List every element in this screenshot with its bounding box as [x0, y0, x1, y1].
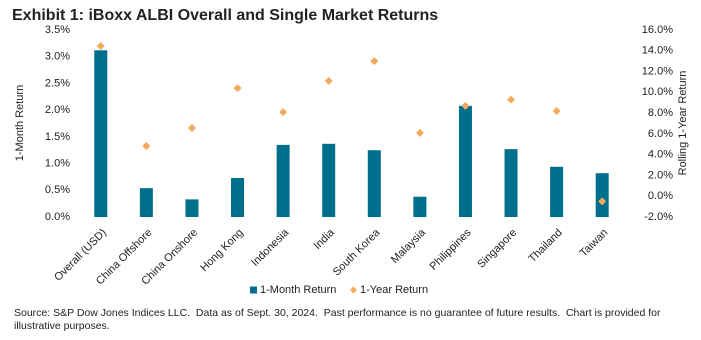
y-tick-label: 1.5%: [45, 131, 70, 143]
marker: [507, 95, 516, 104]
chart: Exhibit 1: iBoxx ALBI Overall and Single…: [12, 7, 689, 296]
x-tick-label: Indonesia: [249, 226, 292, 269]
legend-swatch: [350, 286, 357, 294]
marker: [233, 84, 242, 93]
x-tick-label: Hong Kong: [198, 227, 245, 274]
y2-tick-label: 8.0%: [648, 107, 673, 119]
x-tick-label: Malaysia: [389, 226, 429, 266]
y2-tick-label: 4.0%: [648, 149, 673, 161]
marker: [324, 76, 333, 85]
y2-tick-label: 14.0%: [642, 45, 673, 57]
x-tick-label: Thailand: [526, 227, 564, 265]
x-tick-label: Philippines: [428, 226, 474, 272]
y2-tick-label: 6.0%: [648, 128, 673, 140]
y-tick-label: 3.5%: [45, 24, 70, 36]
y2-axis-title: Rolling 1-Year Return: [677, 71, 689, 176]
y-tick-label: 3.0%: [45, 51, 70, 63]
x-tick-label: South Korea: [331, 226, 383, 278]
marker: [415, 128, 424, 137]
bar: [322, 143, 336, 217]
y2-tick-label: 12.0%: [642, 65, 673, 77]
x-tick-label: India: [312, 226, 338, 252]
marker: [370, 57, 379, 66]
bar: [595, 173, 609, 217]
y-tick-label: 1.0%: [45, 157, 70, 169]
bar: [139, 188, 153, 217]
marker: [96, 41, 105, 50]
legend-swatch: [250, 286, 257, 294]
marker: [142, 142, 151, 151]
marker: [552, 107, 561, 116]
marker: [598, 197, 607, 206]
marker: [279, 108, 288, 117]
bar: [458, 105, 472, 217]
bar: [367, 150, 381, 217]
legend-label: 1-Year Return: [360, 284, 428, 296]
y-tick-label: 0.0%: [45, 211, 70, 223]
y-axis-title: 1-Month Return: [14, 85, 26, 161]
y2-tick-label: 16.0%: [642, 24, 673, 36]
bar: [94, 50, 108, 217]
bar: [276, 144, 290, 217]
y-tick-label: 2.5%: [45, 77, 70, 89]
y-tick-label: 2.0%: [45, 104, 70, 116]
y-tick-label: 0.5%: [45, 184, 70, 196]
y2-tick-label: 2.0%: [648, 169, 673, 181]
bar: [185, 199, 199, 217]
bar: [550, 166, 564, 217]
y2-tick-label: -2.0%: [644, 211, 673, 223]
bar: [504, 149, 518, 217]
source-note: Source: S&P Dow Jones Indices LLC. Data …: [14, 307, 664, 332]
chart-title: Exhibit 1: iBoxx ALBI Overall and Single…: [12, 7, 438, 24]
x-tick-label: Singapore: [475, 227, 519, 271]
marker: [461, 101, 470, 110]
y2-tick-label: 0.0%: [648, 190, 673, 202]
marker: [187, 123, 196, 132]
bar: [231, 177, 245, 217]
x-tick-label: Taiwan: [578, 227, 611, 260]
y2-tick-label: 10.0%: [642, 86, 673, 98]
legend-label: 1-Month Return: [260, 284, 336, 296]
bar: [413, 196, 427, 217]
